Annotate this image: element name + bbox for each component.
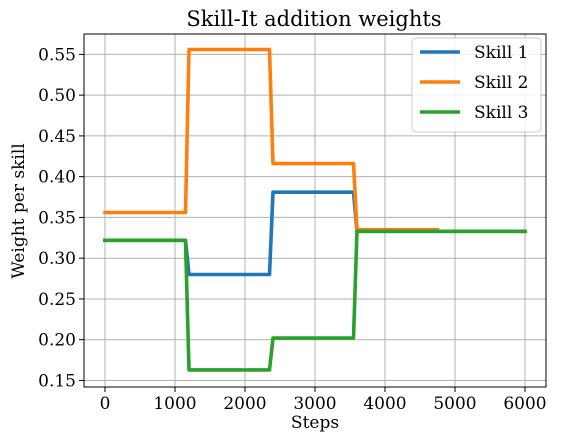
x-tick-label: 5000: [433, 394, 476, 414]
y-tick-label: 0.20: [38, 331, 76, 351]
y-tick-label: 0.15: [38, 371, 76, 391]
x-tick-label: 1000: [153, 394, 196, 414]
x-tick-label: 0: [100, 394, 111, 414]
series-line-skill-2: [103, 47, 440, 232]
y-tick-label: 0.25: [38, 290, 76, 310]
x-tick-label: 2000: [223, 394, 266, 414]
series-line-skill-3: [103, 229, 527, 372]
legend-label-skill-3: Skill 3: [474, 103, 528, 123]
series-layer: [103, 47, 527, 372]
legend-label-skill-1: Skill 1: [474, 43, 528, 63]
y-tick-label: 0.40: [38, 168, 76, 188]
y-tick-label: 0.45: [38, 127, 76, 147]
y-tick-label: 0.50: [38, 86, 76, 106]
x-tick-label: 3000: [293, 394, 336, 414]
x-axis-label: Steps: [291, 413, 339, 433]
x-tick-label: 4000: [363, 394, 406, 414]
y-tick-label: 0.35: [38, 208, 76, 228]
y-axis-label: Weight per skill: [9, 143, 29, 278]
y-axis: 0.15 0.20 0.25 0.30 0.35 0.40 0.45 0.50 0.55: [38, 45, 84, 391]
legend: Skill 1 Skill 2 Skill 3: [411, 37, 542, 133]
x-tick-label: 6000: [503, 394, 546, 414]
y-tick-label: 0.55: [38, 45, 76, 65]
legend-box: [411, 37, 542, 133]
legend-label-skill-2: Skill 2: [474, 73, 528, 93]
x-axis: 0 1000 2000 3000 4000 5000 6000: [100, 387, 547, 414]
chart-title: Skill-It addition weights: [186, 7, 441, 31]
y-tick-label: 0.30: [38, 249, 76, 269]
